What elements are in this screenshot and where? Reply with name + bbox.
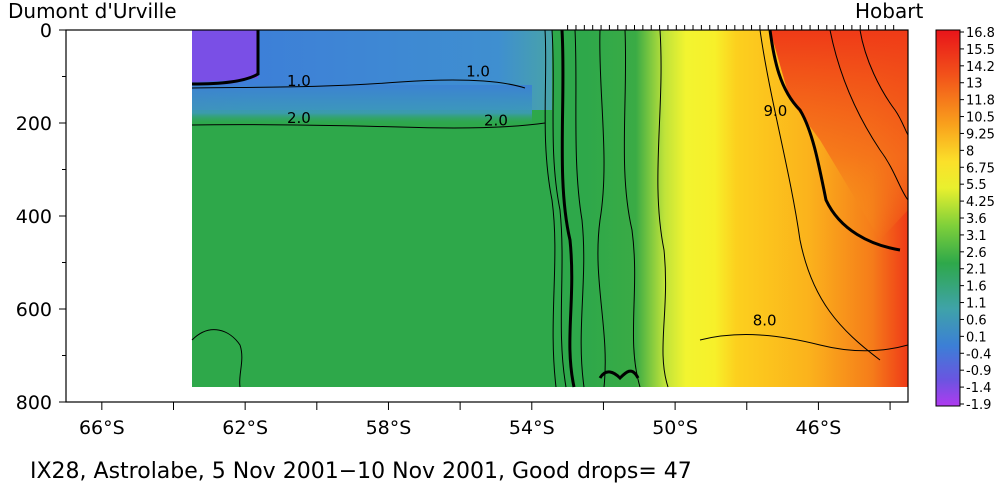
contour-label: 1.0 — [466, 63, 490, 81]
colorbar-label: 6.75 — [966, 161, 995, 176]
colorbar-label: 13 — [966, 77, 983, 92]
colorbar-label: 0.6 — [966, 313, 987, 328]
x-tick-label: 58°S — [366, 417, 412, 439]
x-tick-label: 46°S — [796, 417, 842, 439]
colorbar-labels: 16.8 15.5 14.2 13 11.8 10.59.25 8 6.75 5.5 4.25 3.… — [960, 26, 995, 413]
colorbar-label: 1.1 — [966, 297, 987, 312]
contour-label: 1.0 — [287, 72, 311, 90]
contour-deep-left — [191, 329, 243, 388]
contour-labels: 1.0 1.0 2.0 2.0 9.0 8.0 — [287, 63, 788, 330]
colorbar-label: 9.25 — [966, 127, 995, 142]
coldest-water-patch — [192, 30, 258, 82]
colorbar-label: 16.8 — [966, 26, 995, 41]
contour-front-e — [623, 30, 641, 388]
colorbar-label: -1.4 — [966, 381, 991, 396]
colorbar-label: 2.1 — [966, 263, 987, 278]
left-station-label: Dumont d'Urville — [8, 0, 177, 23]
colorbar-label: 10.5 — [966, 111, 995, 126]
cold-subsurface-fade — [192, 85, 532, 125]
contour-front-b — [551, 30, 567, 388]
y-tick-label: 200 — [16, 113, 52, 135]
colorbar-label: 4.25 — [966, 195, 995, 210]
y-tick-label: 800 — [16, 392, 52, 414]
contour-label: 8.0 — [753, 311, 777, 329]
contour-front-f — [657, 30, 669, 388]
bold-contour-front — [560, 30, 576, 388]
y-tick-label: 400 — [16, 206, 52, 228]
contour-lines — [191, 30, 908, 388]
right-station-label: Hobart — [855, 0, 923, 23]
y-tick-label: 600 — [16, 299, 52, 321]
colorbar-label: -0.9 — [966, 364, 991, 379]
x-axis: 66°S 62°S 58°S 54°S 50°S 46°S — [79, 402, 891, 439]
x-tick-label: 62°S — [222, 417, 268, 439]
contour-front-d — [597, 30, 606, 388]
contour-1-0 — [191, 79, 526, 89]
colorbar-label: -0.4 — [966, 347, 991, 362]
contour-8-0 — [699, 334, 908, 352]
heatmap-field — [191, 30, 908, 388]
contour-2-0 — [191, 122, 546, 129]
y-axis: 0 200 400 600 800 — [16, 20, 66, 414]
colorbar-label: 15.5 — [966, 43, 995, 58]
contour-front-a — [544, 30, 557, 388]
colorbar-label: 14.2 — [966, 60, 995, 75]
bold-contour-deep — [598, 369, 640, 381]
bold-contour-warm — [768, 30, 901, 252]
colorbar-label: 11.8 — [966, 94, 995, 109]
colorbar-label: 0.1 — [966, 330, 987, 345]
station-tick-marks — [567, 25, 895, 30]
colorbar-label: 2.6 — [966, 246, 987, 261]
contour-front-c — [574, 30, 585, 388]
contour-warm-b — [859, 30, 908, 136]
y-tick-label: 0 — [40, 20, 52, 42]
colorbar-label: 3.6 — [966, 212, 987, 227]
warm-surface-patch — [770, 30, 908, 240]
x-tick-label: 50°S — [652, 417, 698, 439]
x-tick-label: 54°S — [509, 417, 555, 439]
colorbar-label: 8 — [966, 144, 974, 159]
bold-contours — [191, 30, 901, 388]
contour-label: 9.0 — [764, 102, 788, 120]
colorbar-label: 5.5 — [966, 178, 987, 193]
colorbar — [935, 29, 961, 407]
contour-label: 2.0 — [484, 111, 508, 129]
colorbar-label: -1.9 — [966, 398, 991, 413]
colorbar-label: 3.1 — [966, 229, 987, 244]
x-tick-label: 66°S — [79, 417, 125, 439]
contour-label: 2.0 — [287, 109, 311, 127]
chart-caption: IX28, Astrolabe, 5 Nov 2001−10 Nov 2001,… — [30, 459, 692, 484]
contour-9-0 — [759, 30, 881, 361]
contour-warm-a — [829, 30, 908, 201]
bold-contour-cold — [191, 30, 260, 86]
colorbar-label: 1.6 — [966, 280, 987, 295]
